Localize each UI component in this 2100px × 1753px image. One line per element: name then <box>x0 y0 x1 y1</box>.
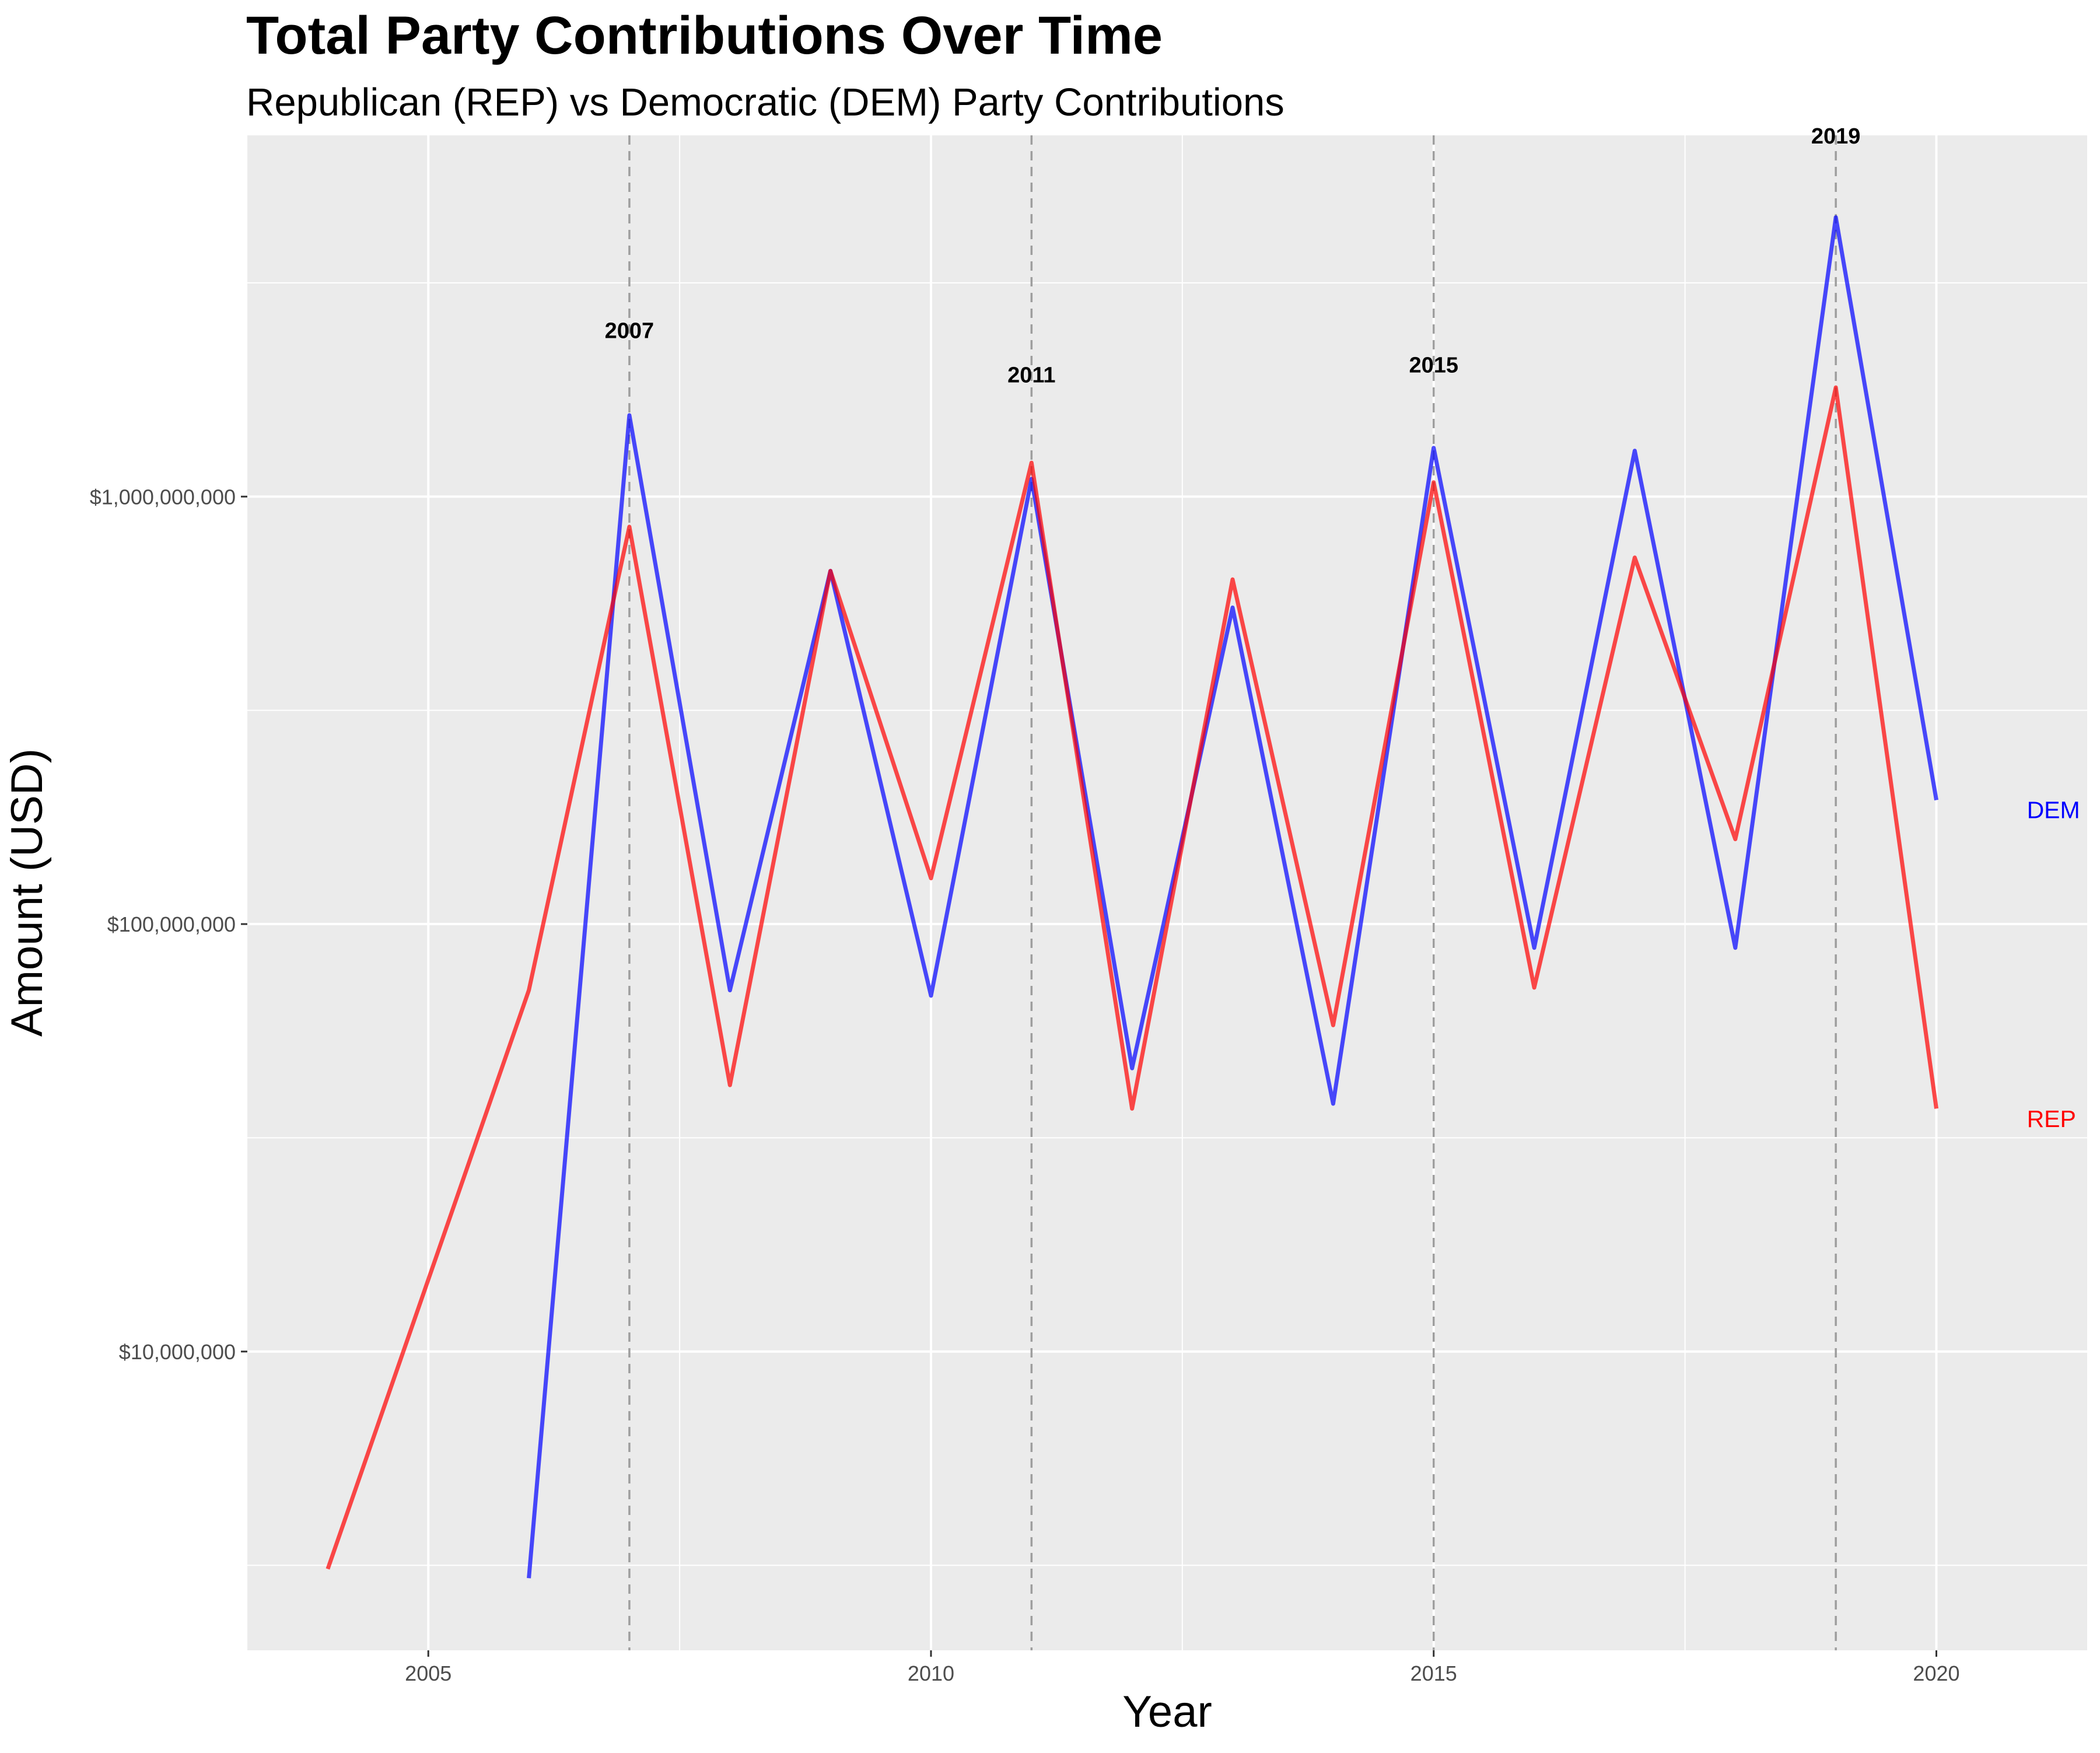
y-tick-label: $1,000,000,000 <box>90 485 236 509</box>
minor-gridlines <box>247 135 2087 1650</box>
y-tick-label: $100,000,000 <box>107 912 236 936</box>
peak-year-annotation: 2015 <box>1409 354 1458 378</box>
peak-annotations: 2007 2011 2015 2019 <box>605 124 1861 388</box>
y-axis-title: Amount (USD) <box>2 748 52 1037</box>
plot-panel <box>247 135 2087 1650</box>
y-axis: $10,000,000 $100,000,000 $1,000,000,000 <box>90 485 247 1364</box>
series-line-dem <box>527 215 1938 1579</box>
chart-subtitle: Republican (REP) vs Democratic (DEM) Par… <box>246 81 1284 124</box>
peak-year-annotation: 2007 <box>605 319 654 343</box>
x-tick-label: 2005 <box>405 1661 452 1685</box>
series-end-labels: DEM REP <box>2027 796 2080 1132</box>
peak-year-annotation: 2011 <box>1007 363 1055 387</box>
chart-title: Total Party Contributions Over Time <box>246 6 1163 65</box>
x-tick-label: 2010 <box>908 1661 954 1685</box>
y-tick-label: $10,000,000 <box>119 1340 236 1364</box>
series-line-rep <box>326 385 1938 1570</box>
peak-reference-lines <box>628 135 1837 1650</box>
x-tick-label: 2020 <box>1913 1661 1959 1685</box>
x-axis: 2005 2010 2015 2020 <box>405 1650 1960 1685</box>
x-axis-title: Year <box>1122 1687 1212 1737</box>
series-lines <box>326 215 1938 1579</box>
series-label-rep: REP <box>2027 1105 2076 1132</box>
x-tick-label: 2015 <box>1410 1661 1457 1685</box>
peak-year-annotation: 2019 <box>1811 124 1861 149</box>
series-label-dem: DEM <box>2027 796 2080 823</box>
